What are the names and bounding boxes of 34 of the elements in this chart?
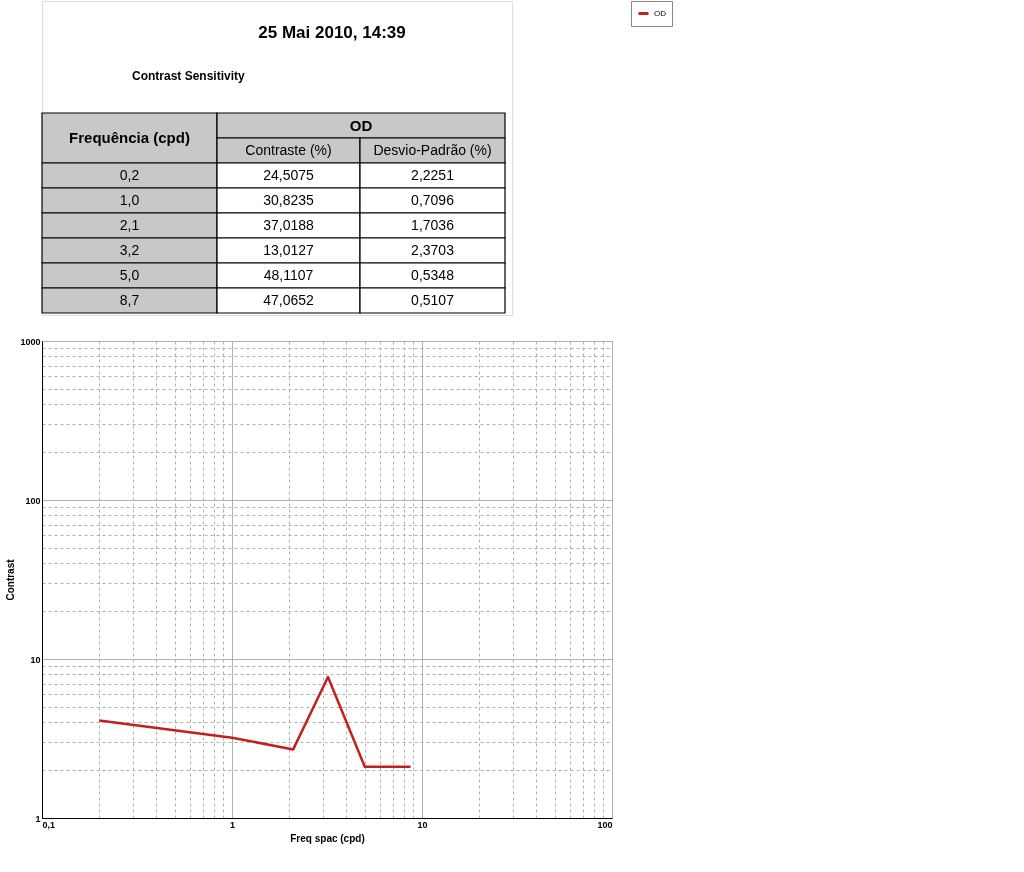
x-tick-label: 10 — [417, 819, 428, 830]
text: Desvio-Padrão (%) — [373, 141, 492, 158]
text: 2,3703 — [411, 241, 455, 258]
x-tick-label: 100 — [597, 819, 613, 830]
text: Frequência (cpd) — [69, 129, 190, 146]
text: 1,7036 — [411, 216, 455, 233]
legend-label: OD — [654, 8, 667, 18]
text: 47,0652 — [263, 291, 315, 308]
y-tick-label: 10 — [30, 654, 41, 665]
text: 25 Mai 2010, 14:39 — [258, 23, 406, 42]
y-axis-title: Contrast — [5, 558, 17, 601]
text: 0,2 — [119, 166, 140, 183]
text: 0,5107 — [411, 291, 455, 308]
x-tick-label: 0,1 — [42, 819, 56, 830]
text: 8,7 — [119, 291, 140, 308]
text: 2,1 — [119, 216, 140, 233]
text: 30,8235 — [263, 191, 315, 208]
text: 0,7096 — [411, 191, 455, 208]
text: 24,5075 — [263, 166, 315, 183]
text: 13,0127 — [263, 241, 315, 258]
text: 5,0 — [119, 266, 140, 283]
text: Contrast Sensitivity — [132, 69, 246, 83]
text: 3,2 — [119, 241, 140, 258]
y-tick-label: 100 — [25, 495, 41, 506]
text: 2,2251 — [411, 166, 455, 183]
text: Contraste (%) — [245, 141, 332, 158]
text: 37,0188 — [263, 216, 315, 233]
text: 1,0 — [119, 191, 140, 208]
text: 48,1107 — [263, 266, 314, 283]
text: OD — [349, 116, 373, 134]
text: 0,5348 — [411, 266, 455, 283]
x-axis-title: Freq spac (cpd) — [290, 832, 365, 844]
x-tick-label: 1 — [229, 819, 236, 830]
y-tick-label: 1000 — [20, 336, 41, 347]
